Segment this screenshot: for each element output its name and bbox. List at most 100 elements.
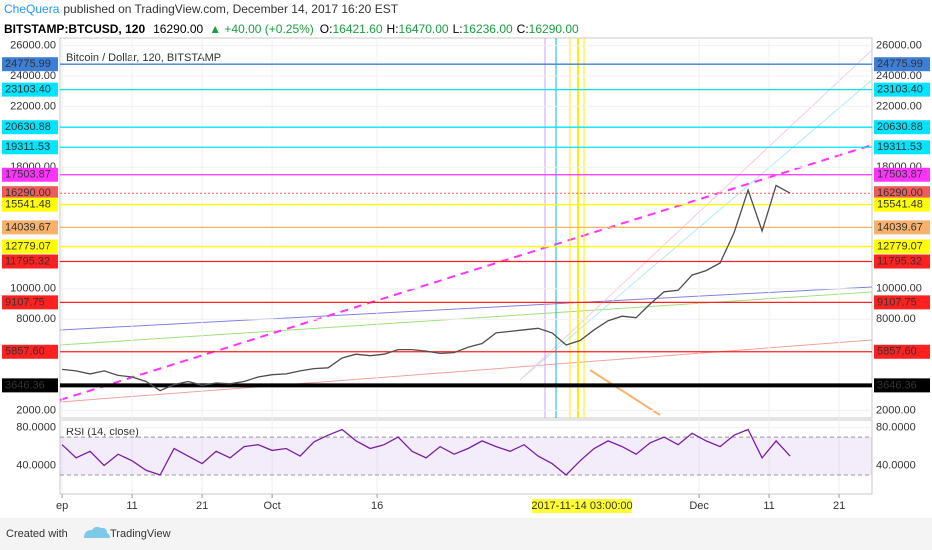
annotation-box	[532, 499, 632, 513]
level-label-box	[2, 254, 58, 269]
level-label-box	[874, 167, 930, 182]
y-tick-label: 26000.00	[876, 40, 922, 52]
level-label: 14039.67	[877, 221, 923, 233]
level-label: 15541.48	[877, 198, 923, 210]
level-label-box	[2, 220, 58, 235]
level-label-box	[874, 220, 930, 235]
ohlc-value: 16470.00	[399, 22, 449, 36]
level-label: 16290.00	[5, 187, 51, 199]
trend-line	[589, 369, 661, 416]
level-label: 3646.36	[877, 379, 917, 391]
level-label: 12779.07	[5, 240, 51, 252]
level-label-box	[2, 186, 58, 201]
level-label-box	[2, 197, 58, 212]
x-tick-label: ep	[56, 500, 68, 512]
y-tick-label: 22000.00	[10, 100, 56, 112]
ohlc-label: C:	[517, 22, 529, 36]
level-label: 17503.87	[5, 169, 51, 181]
y-tick-label: 22000.00	[876, 100, 922, 112]
x-tick-label: Dec	[689, 500, 709, 512]
level-label: 19311.53	[877, 141, 922, 153]
level-label: 17503.87	[877, 169, 923, 181]
pane-title: Bitcoin / Dollar, 120, BITSTAMP	[66, 52, 221, 64]
level-label: 14039.67	[5, 221, 51, 233]
ohlc-value: 16290.00	[529, 22, 579, 36]
y-tick-label: 10000.00	[876, 283, 922, 295]
price-line	[61, 428, 791, 476]
level-label: 5857.60	[877, 346, 917, 358]
level-label-box	[874, 186, 930, 201]
level-label-box	[874, 295, 930, 310]
level-label: 19311.53	[5, 141, 50, 153]
level-label: 9107.75	[5, 296, 45, 308]
level-label-box	[2, 82, 58, 97]
y-tick-label: 40.0000	[876, 459, 916, 471]
y-tick-label: 8000.00	[876, 313, 916, 325]
ohlc-label: L:	[453, 22, 463, 36]
x-tick-label: 21	[833, 500, 845, 512]
footer-text: Created with	[6, 528, 68, 540]
symbol: BITSTAMP:BTCUSD, 120	[4, 22, 145, 36]
symbol-line: BITSTAMP:BTCUSD, 120 16290.00 ▲ +40.00 (+0…	[4, 22, 579, 36]
level-label-box	[874, 82, 930, 97]
level-label-box	[874, 344, 930, 359]
pane-title: RSI (14, close)	[66, 426, 139, 438]
level-label: 12779.07	[877, 240, 923, 252]
ohlc-value: 16421.60	[332, 22, 382, 36]
level-label-box	[874, 239, 930, 254]
level-label-box	[874, 140, 930, 155]
footer-brand[interactable]: TradingView	[110, 528, 171, 540]
y-tick-label: 10000.00	[10, 283, 56, 295]
y-tick-label: 2000.00	[876, 404, 916, 416]
x-tick-label: Oct	[264, 500, 281, 512]
trend-line	[59, 291, 873, 346]
y-tick-label: 80.0000	[876, 421, 916, 433]
level-label-box	[2, 378, 58, 393]
level-label-box	[2, 167, 58, 182]
ohlc-label: H:	[387, 22, 399, 36]
level-label: 11795.32	[5, 255, 50, 267]
y-tick-label: 80.0000	[16, 421, 56, 433]
x-tick-label: 16	[371, 500, 383, 512]
y-tick-label: 24000.00	[876, 70, 922, 82]
level-label-box	[874, 57, 930, 72]
last-price: 16290.00	[153, 22, 203, 36]
level-label: 11795.32	[877, 255, 922, 267]
annotation: 2017-11-14 03:00:00	[531, 500, 632, 512]
level-label: 20630.88	[5, 121, 51, 133]
trend-line	[59, 286, 873, 331]
level-label: 5857.60	[5, 346, 45, 358]
level-label: 23103.40	[5, 84, 51, 96]
level-label-box	[2, 57, 58, 72]
y-tick-label: 26000.00	[10, 40, 56, 52]
level-label-box	[874, 197, 930, 212]
level-label: 24775.99	[877, 58, 923, 70]
level-label-box	[874, 254, 930, 269]
level-label-box	[2, 344, 58, 359]
level-label: 3646.36	[5, 379, 45, 391]
pane-1	[60, 427, 872, 476]
level-label-box	[2, 239, 58, 254]
level-label-box	[874, 120, 930, 135]
x-tick-label: 21	[196, 500, 208, 512]
header-line: CheQuera published on TradingView.com, De…	[4, 2, 399, 16]
level-label: 16290.00	[877, 187, 923, 199]
ohlc-label: O:	[320, 22, 333, 36]
level-label-box	[2, 140, 58, 155]
price-line	[62, 184, 791, 392]
y-tick-label: 40.0000	[16, 459, 56, 471]
level-label: 24775.99	[5, 58, 51, 70]
pane-0	[60, 38, 872, 494]
x-tick-label: 11	[126, 500, 137, 512]
change: ▲ +40.00 (+0.25%)	[209, 22, 314, 36]
level-label: 15541.48	[5, 198, 51, 210]
level-label: 20630.88	[877, 121, 923, 133]
level-label: 23103.40	[877, 84, 923, 96]
logo	[84, 526, 110, 538]
trend-line	[59, 339, 873, 403]
level-label: 9107.75	[877, 296, 917, 308]
author[interactable]: CheQuera	[4, 2, 60, 16]
